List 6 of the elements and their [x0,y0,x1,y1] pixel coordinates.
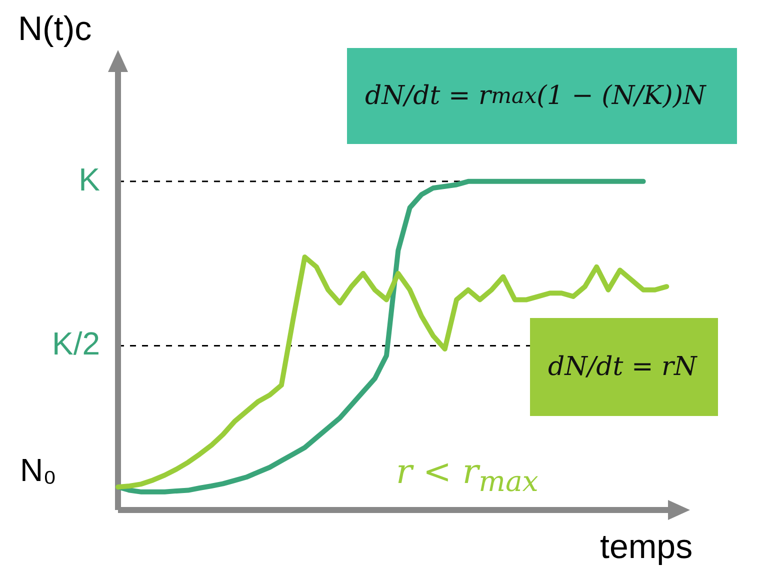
text: N₀ [20,452,56,489]
annotation: r < r$_{max}$ [395,451,540,500]
ref-line-label: K/2 [52,326,100,362]
x-axis-title: temps [600,528,693,567]
y-axis-title: N(t)c [18,10,92,49]
ref-line-label: K [78,161,100,198]
